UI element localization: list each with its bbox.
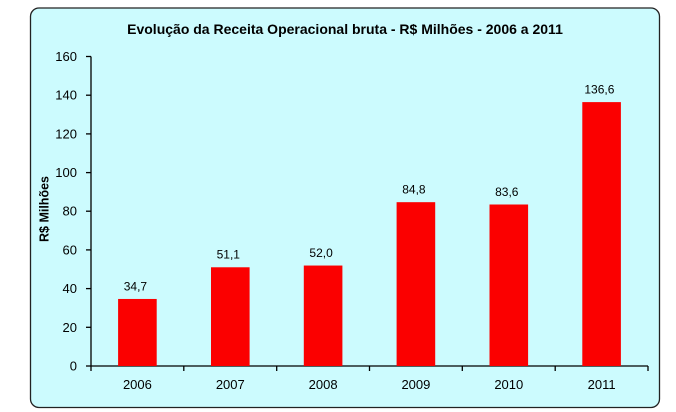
svg-text:80: 80: [63, 204, 77, 219]
svg-text:2006: 2006: [123, 377, 152, 392]
svg-text:160: 160: [55, 49, 77, 64]
svg-text:120: 120: [55, 126, 77, 141]
svg-text:34,7: 34,7: [124, 279, 148, 293]
svg-text:140: 140: [55, 88, 77, 103]
svg-text:84,8: 84,8: [402, 183, 426, 197]
svg-text:51,1: 51,1: [217, 248, 241, 262]
svg-text:52,0: 52,0: [309, 246, 333, 260]
svg-text:40: 40: [63, 281, 77, 296]
svg-text:2011: 2011: [588, 377, 616, 392]
svg-text:2007: 2007: [216, 377, 245, 392]
svg-text:R$ Milhões: R$ Milhões: [38, 176, 52, 242]
svg-text:83,6: 83,6: [495, 185, 519, 199]
svg-text:20: 20: [63, 320, 77, 335]
svg-text:2009: 2009: [401, 377, 430, 392]
svg-text:0: 0: [70, 359, 77, 374]
svg-text:Evolução da Receita Operaciona: Evolução da Receita Operacional bruta - …: [127, 21, 563, 37]
svg-text:100: 100: [55, 165, 77, 180]
svg-text:136,6: 136,6: [584, 82, 614, 96]
svg-text:2010: 2010: [494, 377, 523, 392]
svg-text:60: 60: [63, 242, 77, 257]
svg-text:2008: 2008: [309, 377, 338, 392]
